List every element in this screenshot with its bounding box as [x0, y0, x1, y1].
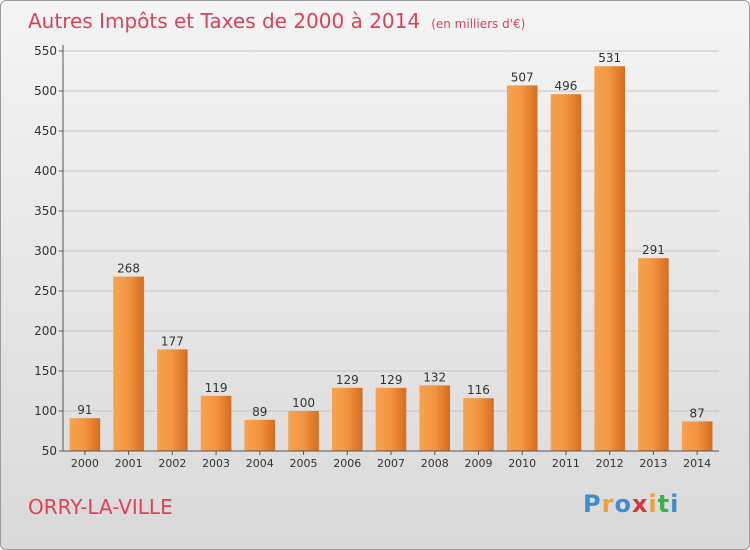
- x-tick-label: 2014: [683, 457, 711, 470]
- x-tick-label: 2010: [508, 457, 536, 470]
- bar-2006: [331, 387, 363, 451]
- data-label: 132: [423, 370, 446, 384]
- data-label: 116: [467, 383, 490, 397]
- data-labels: 91 268 177 119 89 100 129 129 132 116 507 496 531 291…: [77, 51, 705, 420]
- data-label: 177: [161, 334, 184, 348]
- data-label: 507: [511, 70, 534, 84]
- logo-letter: i: [648, 490, 658, 518]
- proxiti-logo[interactable]: Proxiti: [583, 490, 679, 518]
- axes: 50 100 150 200 250 300 350 400 450 500 550 2000 2001…: [34, 44, 719, 470]
- logo-letter: P: [583, 490, 602, 518]
- data-label: 129: [336, 373, 359, 387]
- location-name: ORRY-LA-VILLE: [28, 495, 173, 519]
- y-tick-label: 450: [34, 124, 57, 138]
- bar-2008: [419, 385, 451, 451]
- logo-letter: o: [614, 490, 632, 518]
- x-tick-label: 2013: [639, 457, 667, 470]
- logo-letter: i: [670, 490, 680, 518]
- bar-2012: [594, 66, 625, 451]
- bars: [69, 66, 713, 452]
- x-tick-label: 2000: [71, 457, 99, 470]
- y-tick-label: 200: [34, 324, 57, 338]
- bar-2014: [681, 421, 713, 451]
- y-tick-label: 500: [34, 84, 57, 98]
- data-label: 531: [598, 51, 621, 65]
- y-tick-label: 350: [34, 204, 57, 218]
- chart-title: Autres Impôts et Taxes de 2000 à 2014: [28, 9, 421, 33]
- bar-2010: [506, 85, 538, 452]
- x-tick-label: 2006: [333, 457, 361, 470]
- x-tick-label: 2011: [552, 457, 580, 470]
- bar-2007: [375, 387, 407, 451]
- bar-2003: [200, 395, 232, 451]
- bar-2000: [69, 418, 101, 451]
- y-tick-label: 550: [34, 44, 57, 58]
- y-tick-label: 300: [34, 244, 57, 258]
- logo-letter: r: [601, 490, 615, 518]
- x-tick-label: 2005: [290, 457, 318, 470]
- bar-2009: [463, 398, 494, 451]
- y-tick-label: 100: [34, 404, 57, 418]
- chart-subtitle: (en milliers d'€): [431, 17, 526, 31]
- y-tick-label: 250: [34, 284, 57, 298]
- y-tick-label: 150: [34, 364, 57, 378]
- bar-2004: [244, 419, 276, 451]
- x-tick-label: 2001: [115, 457, 143, 470]
- x-tick-label: 2008: [421, 457, 449, 470]
- x-tick-label: 2012: [596, 457, 624, 470]
- data-label: 119: [205, 381, 228, 395]
- data-label: 496: [554, 79, 577, 93]
- x-tick-label: 2009: [464, 457, 492, 470]
- x-tick-label: 2002: [158, 457, 186, 470]
- bar-2005: [288, 411, 319, 451]
- bar-2001: [113, 276, 144, 451]
- data-label: 89: [252, 405, 267, 419]
- data-label: 129: [380, 373, 403, 387]
- logo-letter: t: [657, 490, 671, 518]
- bar-2013: [638, 258, 669, 451]
- data-label: 291: [642, 243, 665, 257]
- x-tick-label: 2004: [246, 457, 274, 470]
- data-label: 91: [77, 403, 92, 417]
- data-label: 100: [292, 396, 315, 410]
- x-tick-label: 2003: [202, 457, 230, 470]
- x-tick-label: 2007: [377, 457, 405, 470]
- logo-letter: x: [631, 490, 649, 518]
- bar-2011: [550, 94, 582, 451]
- data-label: 268: [117, 262, 140, 276]
- chart-title-block: Autres Impôts et Taxes de 2000 à 2014 (e…: [28, 9, 525, 33]
- y-tick-label: 50: [42, 444, 57, 458]
- y-tick-label: 400: [34, 164, 57, 178]
- data-label: 87: [689, 406, 704, 420]
- bar-2002: [157, 349, 188, 451]
